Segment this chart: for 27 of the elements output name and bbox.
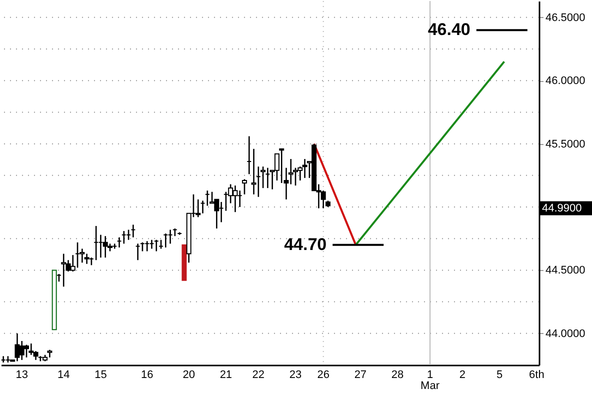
x-tick-label: 22 [252, 369, 265, 381]
y-tick-label: 46.0000 [546, 75, 586, 88]
x-tick-label: 21 [220, 369, 232, 381]
x-tick-label: 27 [354, 369, 367, 381]
data-label: 44.70 [284, 234, 327, 254]
y-tick-label: 44.0000 [546, 328, 586, 340]
x-tick-label: 1 Mar [420, 369, 440, 392]
x-tick-label: 5 [496, 369, 503, 381]
x-tick-label: 15 [94, 369, 107, 381]
ref-line-label: 44.9900 [542, 202, 582, 214]
x-tick-label: 20 [182, 369, 195, 381]
y-tick-label: 45.5000 [546, 138, 586, 150]
data-label: 46.40 [428, 20, 470, 40]
x-tick-label: 16 [140, 369, 154, 381]
y-tick-label: 46.5000 [546, 12, 586, 24]
x-tick-label: 6th [529, 369, 544, 381]
x-tick-label: 2 [459, 369, 466, 381]
candlestick [242, 178, 247, 196]
candlestick [251, 148, 256, 196]
x-tick-label: 23 [289, 369, 302, 381]
y-tick-label: 44.5000 [546, 264, 586, 277]
x-tick-label: 13 [16, 369, 28, 381]
candlestick [274, 153, 280, 182]
x-tick-label: 28 [391, 369, 404, 381]
x-tick-label: 14 [57, 369, 70, 381]
candlestick [196, 198, 201, 218]
x-tick-label: 26 [317, 369, 330, 381]
